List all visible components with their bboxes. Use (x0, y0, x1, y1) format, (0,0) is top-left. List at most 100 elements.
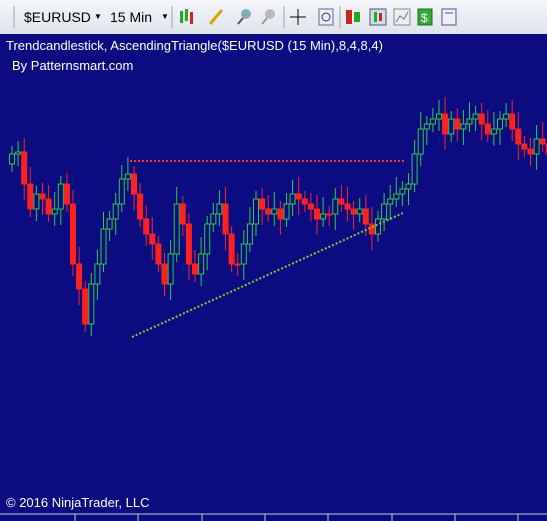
candle-body (173, 203, 180, 255)
candle-body (478, 113, 485, 125)
candle-body (466, 118, 473, 125)
candle-body (94, 263, 101, 285)
candle-body (167, 253, 174, 285)
candle-body (15, 151, 22, 155)
candle-body (63, 183, 70, 205)
line-chart-button[interactable] (393, 8, 411, 26)
candle-body (149, 233, 156, 245)
candle-body (527, 148, 534, 155)
properties-button[interactable] (318, 8, 334, 26)
candle-body (82, 288, 89, 325)
candle-body (216, 203, 223, 215)
candle-body (88, 283, 95, 325)
candle-body (27, 183, 34, 210)
candle-body (283, 203, 290, 220)
candle-body (460, 123, 467, 130)
candle-body (185, 223, 192, 265)
candle-body (301, 198, 308, 205)
candle-body (515, 128, 522, 145)
candle-body (448, 118, 455, 135)
candle-body (393, 193, 400, 200)
candle-body (192, 263, 198, 275)
candle-body (399, 188, 406, 195)
candle-body (240, 243, 247, 265)
dropdown-arrow[interactable]: ▼ (94, 12, 102, 21)
candle-body (436, 113, 442, 120)
candle-body (39, 193, 46, 200)
candles (9, 97, 547, 336)
indicators-button[interactable] (346, 10, 360, 24)
candle-body (356, 208, 363, 215)
candle-body (228, 233, 235, 265)
candle-body (100, 228, 107, 265)
toolbar-icons: $ (13, 6, 457, 28)
interval-selector[interactable]: 15 Min (110, 9, 153, 25)
support-line (131, 212, 404, 338)
candle-body (33, 193, 40, 210)
candle-body (143, 218, 150, 235)
instrument-selector[interactable]: $EURUSD (24, 9, 91, 25)
candle-body (490, 128, 497, 135)
candle-body (155, 243, 162, 265)
candle-body (350, 208, 357, 215)
candle-body (429, 118, 436, 125)
candle-body (45, 198, 52, 215)
candle-body (161, 263, 168, 285)
candle-body (423, 123, 430, 130)
candle-body (362, 208, 369, 225)
candle-body (222, 203, 229, 235)
candle-body (417, 128, 424, 155)
candle-body (179, 203, 186, 225)
toolbar: $EURUSD ▼ 15 Min ▼ $ (0, 0, 547, 35)
candle-body (210, 213, 217, 225)
candle-body (112, 203, 119, 220)
candle-body (124, 173, 131, 180)
candle-body (271, 208, 278, 215)
candle-body (106, 218, 113, 230)
zoom-out-button[interactable] (261, 9, 275, 25)
candle-body (118, 178, 125, 205)
candle-body (332, 198, 339, 215)
candle-body (344, 203, 351, 210)
chart-panel: Trendcandlestick, AscendingTriangle($EUR… (0, 34, 547, 521)
dropdown-arrow[interactable]: ▼ (161, 12, 169, 21)
candle-body (338, 198, 345, 205)
candle-body (326, 213, 333, 216)
candle-body (234, 263, 241, 266)
candle-body (405, 183, 412, 190)
candle-body (314, 208, 320, 220)
chart-subtitle: By Patternsmart.com (12, 58, 133, 73)
draw-button[interactable] (208, 9, 224, 25)
zoom-in-button[interactable] (237, 9, 251, 25)
candle-body (289, 193, 296, 205)
candle-body (442, 113, 449, 135)
candle-body (131, 173, 137, 195)
strategies-button[interactable] (369, 8, 387, 26)
candle-body (484, 123, 491, 135)
candle-body (9, 153, 15, 165)
candle-body (320, 213, 327, 220)
candle-body (70, 203, 76, 265)
candle-body (57, 183, 64, 210)
candle-body (509, 113, 516, 130)
account-button[interactable]: $ (417, 8, 433, 26)
candle-body (21, 151, 28, 185)
candle-body (246, 223, 253, 245)
candle-body (387, 198, 394, 205)
copyright: © 2016 NinjaTrader, LLC (6, 495, 150, 510)
candle-body (76, 263, 83, 290)
chart-title: Trendcandlestick, AscendingTriangle($EUR… (6, 38, 383, 53)
candle-body (253, 198, 259, 225)
candle-body (259, 198, 266, 210)
candle-body (198, 253, 205, 275)
candle-body (265, 208, 272, 215)
candle-body (137, 193, 144, 220)
chart-style-button[interactable] (180, 9, 193, 24)
candle-body (277, 208, 284, 220)
data-box-button[interactable] (441, 8, 457, 26)
crosshair-button[interactable] (290, 9, 306, 25)
time-ticks (74, 514, 519, 521)
candle-body (51, 208, 58, 215)
candle-body (411, 153, 418, 185)
